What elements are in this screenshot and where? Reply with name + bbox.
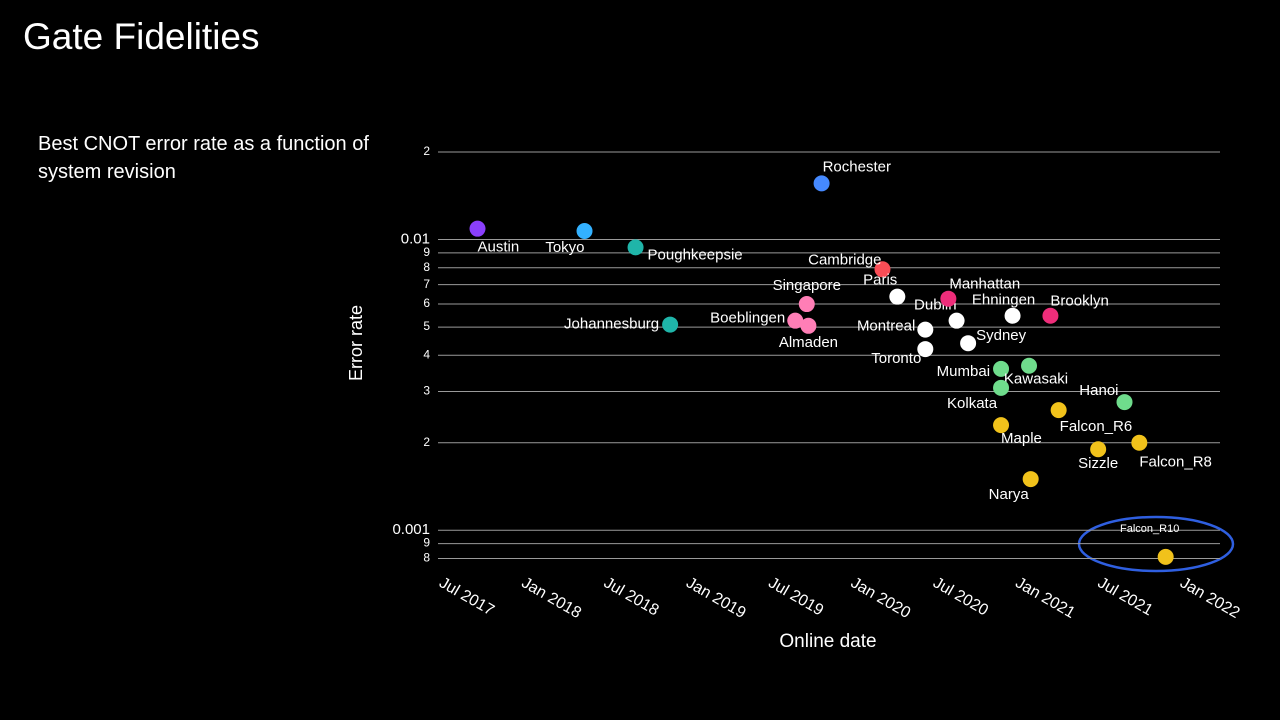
y-tick-label: 0.001 bbox=[392, 521, 430, 538]
y-axis-label: Error rate bbox=[346, 305, 366, 381]
y-tick-label: 9 bbox=[423, 536, 430, 550]
point bbox=[889, 288, 906, 305]
point-label: Singapore bbox=[773, 277, 841, 294]
point-label: Johannesburg bbox=[564, 316, 659, 333]
point bbox=[1042, 307, 1059, 324]
point-label: Kawasaki bbox=[1004, 371, 1068, 388]
point-label: Paris bbox=[863, 272, 897, 289]
x-tick-label: Jul 2019 bbox=[765, 574, 826, 619]
point bbox=[662, 316, 679, 333]
point-label: Falcon_R6 bbox=[1060, 418, 1133, 435]
point-label: Narya bbox=[989, 486, 1030, 503]
x-tick-label: Jan 2019 bbox=[683, 574, 749, 622]
point-label: Rochester bbox=[823, 158, 891, 175]
point-label: Mumbai bbox=[937, 363, 990, 380]
point bbox=[798, 296, 815, 313]
point-label: Falcon_R8 bbox=[1139, 454, 1212, 471]
point-label: Sydney bbox=[976, 327, 1027, 344]
point-label: Tokyo bbox=[545, 239, 584, 256]
point bbox=[1157, 548, 1174, 565]
y-tick-label: 6 bbox=[423, 296, 430, 310]
y-tick-label: 3 bbox=[423, 384, 430, 398]
x-tick-label: Jan 2021 bbox=[1012, 574, 1078, 622]
point bbox=[576, 223, 593, 240]
point-label: Poughkeepsie bbox=[648, 246, 743, 263]
point bbox=[1131, 434, 1148, 451]
point bbox=[960, 335, 977, 352]
point-label: Ehningen bbox=[972, 292, 1035, 309]
point bbox=[1090, 441, 1107, 458]
point bbox=[993, 417, 1010, 434]
slide-subtitle: Best CNOT error rate as a function of sy… bbox=[38, 133, 369, 183]
point-label: Brooklyn bbox=[1050, 293, 1108, 310]
slide-title: Gate Fidelities bbox=[23, 16, 260, 57]
point-label: Sizzle bbox=[1078, 455, 1118, 472]
point-label: Maple bbox=[1001, 430, 1042, 447]
point bbox=[469, 220, 486, 237]
x-tick-label: Jul 2017 bbox=[436, 574, 497, 619]
point bbox=[993, 360, 1010, 377]
point-label: Almaden bbox=[779, 334, 838, 351]
point-label: Toronto bbox=[871, 350, 921, 367]
x-tick-label: Jul 2021 bbox=[1095, 574, 1156, 619]
point bbox=[1021, 357, 1038, 374]
x-tick-label: Jan 2022 bbox=[1177, 574, 1243, 622]
y-tick-label: 8 bbox=[423, 260, 430, 274]
y-tick-label: 4 bbox=[423, 347, 430, 361]
point bbox=[813, 175, 830, 192]
y-tick-label: 9 bbox=[423, 245, 430, 259]
y-tick-label: 8 bbox=[423, 551, 430, 565]
point-label: Manhattan bbox=[949, 276, 1020, 293]
point bbox=[940, 290, 957, 307]
point bbox=[627, 239, 644, 256]
point bbox=[948, 312, 965, 329]
point-label: Austin bbox=[478, 239, 520, 256]
y-tick-label: 0.01 bbox=[401, 231, 430, 248]
x-tick-label: Jul 2018 bbox=[601, 574, 662, 619]
point bbox=[993, 379, 1010, 396]
point-label: Cambridge bbox=[808, 251, 881, 268]
x-tick-label: Jan 2018 bbox=[518, 574, 584, 622]
x-axis-label: Online date bbox=[779, 631, 876, 652]
point bbox=[1004, 307, 1021, 324]
point-label: Montreal bbox=[857, 318, 915, 335]
point bbox=[917, 321, 934, 338]
y-tick-label: 2 bbox=[423, 144, 430, 158]
point-label: Kolkata bbox=[947, 395, 998, 412]
point bbox=[1022, 471, 1039, 488]
x-tick-label: Jan 2020 bbox=[848, 574, 914, 622]
point-label: Falcon_R10 bbox=[1120, 523, 1179, 535]
point-label: Boeblingen bbox=[710, 310, 785, 327]
x-tick-label: Jul 2020 bbox=[930, 574, 991, 619]
y-tick-label: 7 bbox=[423, 277, 430, 291]
point-label: Hanoi bbox=[1079, 382, 1118, 399]
point bbox=[917, 341, 934, 358]
point bbox=[1116, 394, 1133, 411]
point bbox=[800, 317, 817, 334]
point bbox=[874, 261, 891, 278]
point bbox=[787, 312, 804, 329]
y-tick-label: 5 bbox=[423, 319, 430, 333]
point bbox=[1050, 402, 1067, 419]
y-tick-label: 2 bbox=[423, 435, 430, 449]
